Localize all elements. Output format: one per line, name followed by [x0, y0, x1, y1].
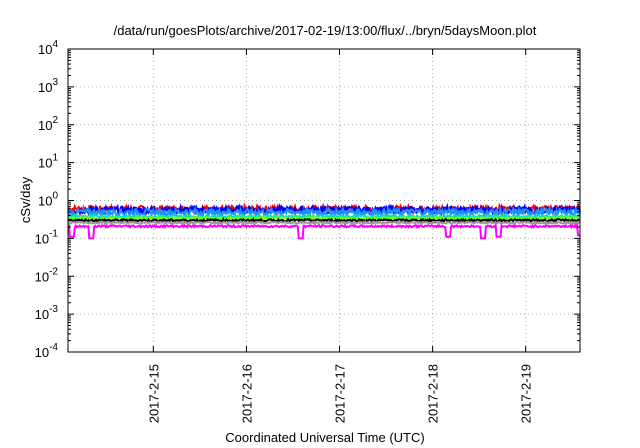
y-tick-label: 10-2: [35, 266, 59, 284]
series-line-7: [67, 220, 581, 226]
y-tick-label: 10-1: [35, 228, 59, 246]
y-axis-ticks: 10-4 10-3 10-2 10-1 100 101 102 103 104: [35, 39, 580, 360]
y-tick-label: 103: [38, 77, 58, 95]
y-tick-label: 104: [38, 39, 58, 57]
x-axis-label: Coordinated Universal Time (UTC): [225, 430, 424, 445]
y-axis-label: cSv/day: [18, 176, 33, 223]
x-tick-label: 2017-2-16: [239, 364, 254, 423]
y-tick-label: 10-4: [35, 342, 59, 360]
x-tick-label: 2017-2-18: [426, 364, 441, 423]
y-tick-label: 101: [38, 153, 58, 171]
chart-title: /data/run/goesPlots/archive/2017-02-19/1…: [114, 23, 537, 38]
x-tick-label: 2017-2-15: [146, 364, 161, 423]
y-tick-label: 102: [38, 115, 58, 133]
y-tick-label: 100: [38, 191, 58, 209]
series-line-6: [67, 216, 581, 224]
grid-lines: [68, 49, 580, 352]
data-series: [67, 202, 581, 240]
series-line-4: [67, 212, 581, 221]
x-tick-label: 2017-2-17: [333, 364, 348, 423]
x-axis-ticks: 2017-2-15 2017-2-16 2017-2-17 2017-2-18 2017…: [146, 49, 534, 423]
x-tick-label: 2017-2-19: [519, 364, 534, 423]
series-line-8: [67, 221, 580, 240]
y-tick-label: 10-3: [35, 304, 59, 322]
